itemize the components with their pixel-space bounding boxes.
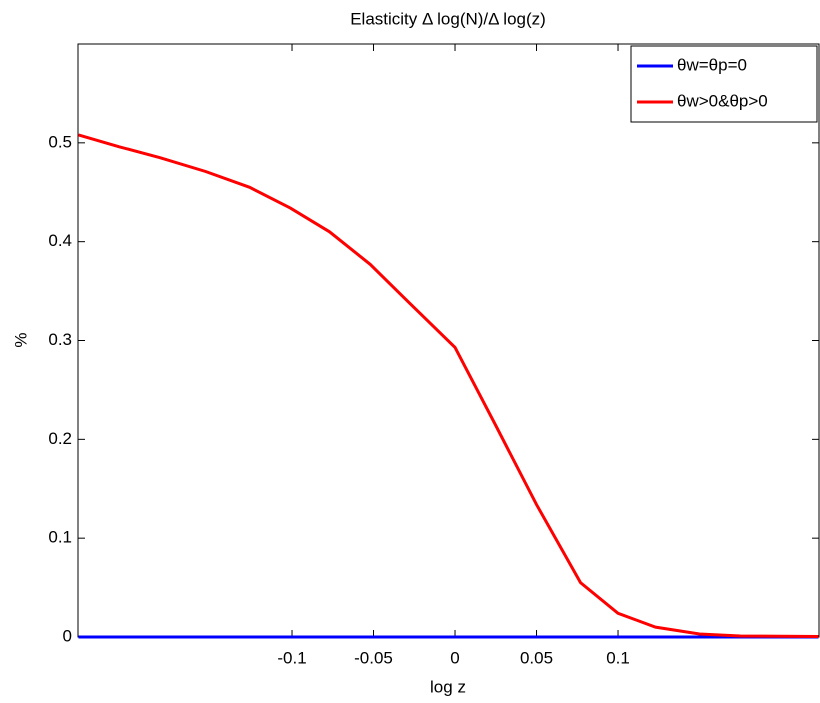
x-tick-label: 0	[450, 648, 459, 667]
x-tick-label: 0.05	[520, 648, 553, 667]
x-tick-label: 0.1	[606, 648, 630, 667]
y-tick-label: 0.1	[48, 528, 72, 547]
chart-title: Elasticity Δ log(N)/Δ log(z)	[350, 9, 546, 28]
x-tick-label: -0.05	[354, 648, 393, 667]
series-line	[78, 133, 819, 639]
y-tick-label: 0.4	[48, 231, 72, 250]
y-axis-label: %	[11, 332, 30, 347]
x-tick-label: -0.1	[277, 648, 306, 667]
y-tick-label: 0	[63, 626, 72, 645]
legend-label: θw>0&θp>0	[677, 91, 768, 110]
y-tick-label: 0.3	[48, 330, 72, 349]
legend-box	[630, 45, 818, 123]
y-tick-label: 0.2	[48, 429, 72, 448]
x-axis-label: log z	[430, 677, 466, 696]
legend-label: θw=θp=0	[677, 55, 747, 74]
y-tick-label: 0.5	[48, 132, 72, 151]
